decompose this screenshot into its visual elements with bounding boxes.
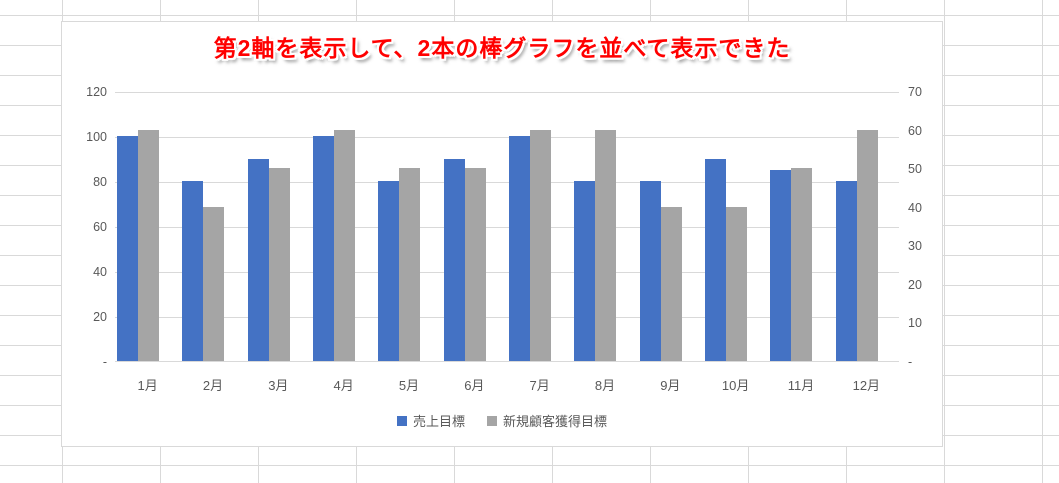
bar-new-customer-target[interactable] [138,129,159,361]
secondary-axis-tick-label: 10 [908,316,922,331]
bar-new-customer-target[interactable] [464,168,486,361]
bar-sales-target[interactable] [117,136,138,361]
category-label: 11月 [787,378,815,393]
category-label: 9月 [660,378,681,393]
bar-new-customer-target[interactable] [856,129,878,361]
bar-sales-target[interactable] [770,169,792,361]
legend-swatch-icon [487,415,497,426]
bar-sales-target[interactable] [509,136,530,361]
bar-sales-target[interactable] [182,181,204,361]
bar-new-customer-target[interactable] [726,206,747,361]
primary-axis-tick-label: 80 [93,175,107,189]
chart-object[interactable]: 第2軸を表示して、2本の棒グラフを並べて表示できた 120 100 80 60 40 20… [61,21,943,447]
category-label: 10月 [721,378,750,393]
category-label: 3月 [268,378,289,393]
secondary-axis-tick-label: 40 [908,200,922,215]
chart-legend: 売上目標 新規顧客獲得目標 [62,411,942,430]
bar-new-customer-target[interactable] [530,129,551,361]
bar-sales-target[interactable] [835,181,857,361]
category-label: 7月 [529,378,550,393]
bar-new-customer-target[interactable] [203,206,225,361]
category-label: 2月 [202,378,224,393]
bar-new-customer-target[interactable] [334,129,355,361]
plot-area [115,92,899,362]
bar-new-customer-target[interactable] [595,129,617,361]
category-label: 5月 [398,378,420,393]
legend-label: 新規顧客獲得目標 [503,414,608,429]
major-gridline [115,182,899,183]
category-label: 12月 [852,378,881,393]
legend-item-sales-target[interactable]: 売上目標 [396,411,465,430]
secondary-axis-tick-label: 50 [908,162,922,177]
bar-sales-target[interactable] [705,158,726,361]
secondary-axis-tick-label: 60 [908,123,922,138]
secondary-axis-tick-label: 30 [908,239,922,254]
secondary-axis-tick-label: 70 [908,85,922,99]
category-label: 1月 [137,378,158,393]
legend-swatch-icon [396,415,407,426]
legend-label: 売上目標 [412,414,465,429]
bar-new-customer-target[interactable] [660,206,682,361]
bar-sales-target[interactable] [639,181,661,361]
major-gridline [115,227,899,228]
primary-axis-tick-label: 120 [86,85,107,99]
category-label: 4月 [333,378,354,393]
major-gridline [115,92,899,93]
category-axis-line [115,361,899,362]
bar-sales-target[interactable] [443,158,465,361]
primary-axis-tick-label: - [102,355,107,369]
legend-item-new-customer-target[interactable]: 新規顧客獲得目標 [487,411,607,430]
major-gridline [115,317,899,318]
bar-new-customer-target[interactable] [399,168,421,361]
bar-sales-target[interactable] [247,158,269,361]
bar-sales-target[interactable] [378,181,400,361]
primary-axis-tick-label: 20 [93,310,107,324]
major-gridline [115,272,899,273]
primary-axis-tick-label: 60 [93,220,107,234]
bar-sales-target[interactable] [313,136,334,361]
bar-sales-target[interactable] [574,181,596,361]
secondary-axis-tick-label: - [908,355,913,369]
chart-title[interactable]: 第2軸を表示して、2本の棒グラフを並べて表示できた [213,35,791,61]
bar-new-customer-target[interactable] [268,168,290,361]
primary-axis-tick-label: 100 [86,130,107,144]
category-label: 8月 [594,378,616,393]
category-label: 6月 [464,378,485,393]
bar-new-customer-target[interactable] [791,168,813,361]
major-gridline [115,137,899,138]
primary-axis-tick-label: 40 [93,265,107,279]
secondary-axis-tick-label: 20 [908,277,922,292]
